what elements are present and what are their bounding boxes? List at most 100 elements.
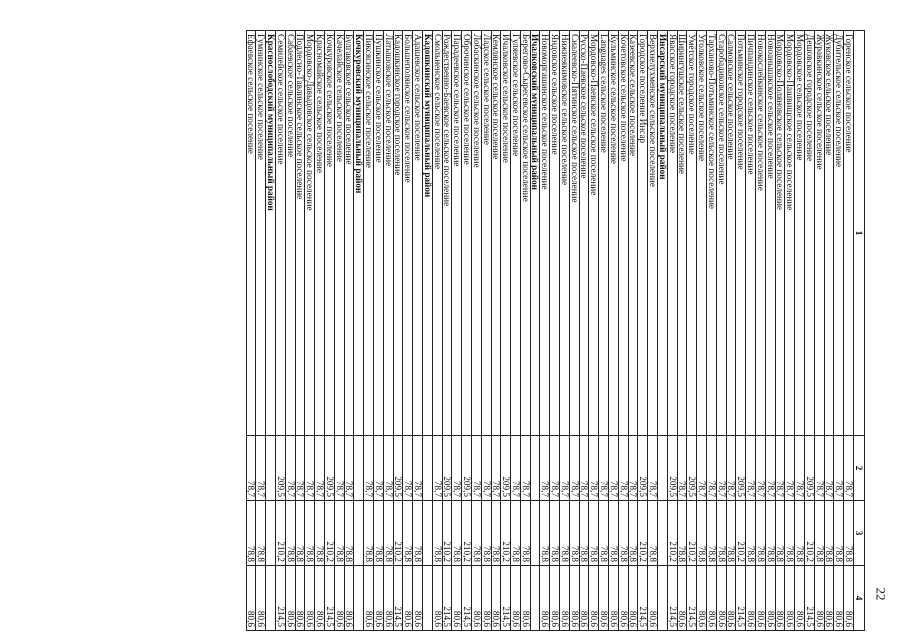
value-col-4: 214,5 <box>686 565 697 631</box>
value-col-4: 80,6 <box>295 565 305 631</box>
table-row: Горенское сельское поселение 78,7 78,8 80,6 <box>843 30 854 631</box>
settlement-name: Булгаковское сельское поселение <box>344 30 354 436</box>
table-row: Верхнелухменское сельское поселение 78,7 7… <box>647 30 658 631</box>
table-row: Кульминское сельское поселение 78,7 78,8 80… <box>608 30 619 631</box>
value-col-4: 80,6 <box>843 565 854 631</box>
table-row: Сабаевское сельское поселение 78,7 78,8 80,… <box>285 30 296 631</box>
table-row: Большеполянское сельское поселение 78,7 78… <box>402 30 413 631</box>
settlement-name: Русско-Паевское сельское поселение <box>579 30 589 436</box>
value-col-3: 78,8 <box>598 500 609 566</box>
value-col-2: 78,7 <box>334 435 345 501</box>
table-row: Уголковское сельское поселение 78,7 78,8 80… <box>696 30 707 631</box>
value-col-4 <box>530 565 540 631</box>
settlement-name: Инсарский муниципальный район <box>657 30 668 436</box>
settlement-name: Тарханово-Потьминское сельское поселение <box>706 30 717 436</box>
value-col-4: 80,6 <box>814 565 825 631</box>
settlement-name: Сиалеевско-Пятинское сельское поселение <box>569 30 580 436</box>
value-col-4: 214,5 <box>735 565 746 631</box>
value-col-4: 214,5 <box>275 565 286 631</box>
value-col-4: 80,6 <box>334 565 345 631</box>
value-col-2: 78,7 <box>608 435 619 501</box>
settlement-name: Мордовско-Пашвищское сельское поселение <box>784 30 795 436</box>
value-col-2: 78,7 <box>579 435 589 501</box>
value-col-3: 78,8 <box>412 500 423 566</box>
settlement-name: Семилейское сельское поселение <box>275 30 286 436</box>
settlement-name: Ефаевское сельское поселение <box>246 30 256 436</box>
value-col-4: 80,6 <box>775 565 785 631</box>
value-col-3: 78,8 <box>588 500 599 566</box>
value-col-2 <box>422 435 433 501</box>
value-col-2: 78,7 <box>432 435 443 501</box>
value-col-3: 210,2 <box>461 500 472 566</box>
value-col-3: 78,8 <box>579 500 589 566</box>
value-col-3: 78,8 <box>726 500 736 566</box>
value-col-2: 209,5 <box>393 435 403 501</box>
settlement-name: Горенское сельское поселение <box>843 30 854 436</box>
table-row: Пушкинское сельское поселение 78,7 78,8 80,… <box>373 30 384 631</box>
settlement-name: Городское поселение Инсар <box>637 30 648 436</box>
value-col-2: 78,7 <box>706 435 717 501</box>
value-col-3: 78,8 <box>481 500 492 566</box>
table-row: Умётское городское поселение 209,5 210,2 21… <box>686 30 697 631</box>
table-row: Ичалковское сельское поселение 209,5 210,2… <box>500 30 511 631</box>
table-row: Жуковское сельское поселение 78,7 78,8 80,6 <box>824 30 834 631</box>
table-row: Гуляевское сельское поселение 78,7 78,8 80,… <box>510 30 521 631</box>
settlement-name: Ичалковский муниципальный район <box>530 30 540 436</box>
value-col-2 <box>657 435 668 501</box>
value-col-4: 80,6 <box>559 565 570 631</box>
settlement-name: Новоморгашинское сельское поселение <box>540 30 550 436</box>
table-row: Городское поселение Инсар 209,5 210,2 214,5 <box>637 30 648 631</box>
value-col-2: 78,7 <box>765 435 776 501</box>
table-row: Мордовско-Пашвищское сельское поселение 7… <box>784 30 795 631</box>
value-col-3: 78,8 <box>451 500 462 566</box>
value-col-4: 80,6 <box>412 565 423 631</box>
value-col-4: 80,6 <box>745 565 756 631</box>
value-col-3: 78,8 <box>775 500 785 566</box>
value-col-4: 80,6 <box>647 565 658 631</box>
settlement-name: Яндовское сельское поселение <box>549 30 560 436</box>
value-col-4: 80,6 <box>755 565 766 631</box>
table-row: Казеевское сельское поселение 78,7 78,8 80,… <box>628 30 638 631</box>
settlement-name: Новоаньшакское сельское поселение <box>765 30 776 436</box>
rotated-table-area: 1 2 3 4 Горенское сельское поселение 78,7… <box>70 30 865 631</box>
settlement-name: Качелайское сельское поселение <box>334 30 345 436</box>
value-col-3: 78,8 <box>784 500 795 566</box>
value-col-4: 80,6 <box>304 565 315 631</box>
value-col-2: 209,5 <box>461 435 472 501</box>
value-col-3: 78,8 <box>304 500 315 566</box>
settlement-name: Явасское городское поселение <box>667 30 678 436</box>
settlement-name: Ичалковское сельское поселение <box>500 30 511 436</box>
settlement-name: Оброчинское сельское поселение <box>461 30 472 436</box>
value-col-3: 78,8 <box>471 500 482 566</box>
value-col-4: 80,6 <box>285 565 296 631</box>
value-col-2: 78,7 <box>246 435 256 501</box>
value-col-4: 80,6 <box>471 565 482 631</box>
value-col-4 <box>422 565 433 631</box>
value-col-3: 78,8 <box>608 500 619 566</box>
value-col-4: 80,6 <box>824 565 834 631</box>
value-col-2: 78,7 <box>755 435 766 501</box>
table-row: Явасское городское поселение 209,5 210,2 21… <box>667 30 678 631</box>
value-col-3: 78,8 <box>334 500 345 566</box>
value-col-2: 78,7 <box>481 435 492 501</box>
value-col-3: 210,2 <box>275 500 286 566</box>
value-col-3: 78,8 <box>314 500 325 566</box>
value-col-4: 80,6 <box>363 565 374 631</box>
settlement-name: Казеевское сельское поселение <box>628 30 638 436</box>
value-col-2: 209,5 <box>275 435 286 501</box>
district-header-row: Инсарский муниципальный район <box>657 30 668 631</box>
value-col-3: 78,8 <box>814 500 825 566</box>
value-col-2: 78,7 <box>843 435 854 501</box>
value-col-4: 80,6 <box>579 565 589 631</box>
value-col-4: 80,6 <box>549 565 560 631</box>
table-row: Латышовское сельское поселение 78,7 78,8 80… <box>383 30 394 631</box>
value-col-3: 210,2 <box>637 500 648 566</box>
settlement-name: Пушкинское сельское поселение <box>373 30 384 436</box>
table-row: Оброчинское сельское поселение 209,5 210,2… <box>461 30 472 631</box>
value-col-4: 80,6 <box>608 565 619 631</box>
value-col-4 <box>657 565 668 631</box>
settlement-name: Большеполянское сельское поселение <box>402 30 413 436</box>
value-col-4: 80,6 <box>255 565 266 631</box>
value-col-2: 78,7 <box>677 435 687 501</box>
value-col-4: 80,6 <box>833 565 844 631</box>
